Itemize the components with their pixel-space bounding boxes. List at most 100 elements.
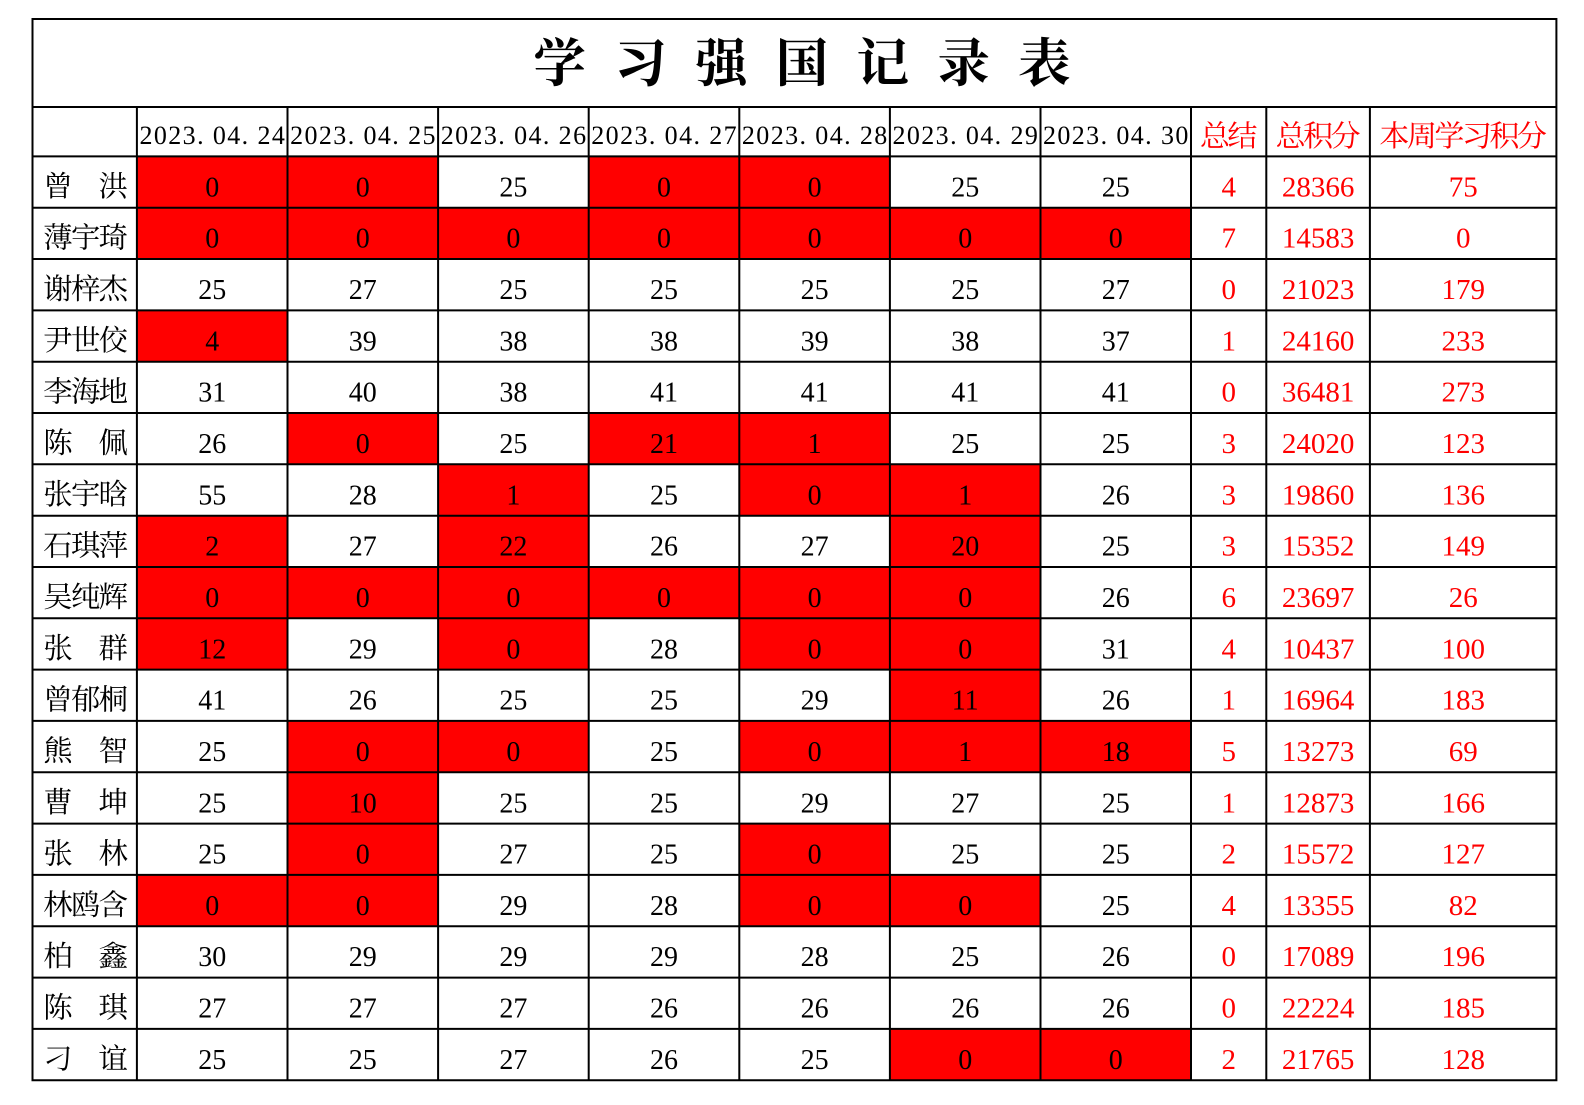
svg-text:28366: 28366: [1282, 171, 1355, 203]
svg-text:26: 26: [1102, 994, 1130, 1025]
svg-text:27: 27: [499, 1045, 527, 1076]
svg-text:38: 38: [499, 326, 527, 357]
svg-text:0: 0: [657, 583, 671, 614]
svg-text:2023. 04. 29: 2023. 04. 29: [892, 121, 1039, 150]
svg-text:38: 38: [499, 378, 527, 409]
svg-text:1: 1: [1221, 685, 1236, 717]
svg-text:26: 26: [1449, 582, 1478, 614]
svg-text:0: 0: [205, 583, 219, 614]
svg-text:27: 27: [499, 994, 527, 1025]
svg-text:28: 28: [650, 634, 678, 665]
svg-text:25: 25: [650, 788, 678, 819]
svg-text:128: 128: [1441, 1044, 1485, 1076]
svg-text:26: 26: [951, 994, 979, 1025]
svg-text:75: 75: [1449, 171, 1478, 203]
svg-text:2023. 04. 26: 2023. 04. 26: [441, 121, 588, 150]
svg-text:38: 38: [650, 326, 678, 357]
svg-text:25: 25: [198, 788, 226, 819]
svg-text:0: 0: [356, 840, 370, 871]
svg-text:0: 0: [506, 737, 520, 768]
svg-text:0: 0: [1221, 377, 1236, 409]
svg-text:37: 37: [1102, 326, 1130, 357]
svg-text:15572: 15572: [1282, 839, 1355, 871]
svg-text:21765: 21765: [1282, 1044, 1355, 1076]
svg-text:25: 25: [1102, 788, 1130, 819]
svg-text:30: 30: [198, 942, 226, 973]
svg-text:0: 0: [1109, 1045, 1123, 1076]
svg-text:185: 185: [1441, 993, 1485, 1025]
svg-text:28: 28: [801, 942, 829, 973]
svg-text:3: 3: [1221, 531, 1236, 563]
svg-text:0: 0: [1221, 274, 1236, 306]
svg-text:0: 0: [356, 891, 370, 922]
svg-text:17089: 17089: [1282, 941, 1355, 973]
svg-text:29: 29: [349, 634, 377, 665]
svg-text:4: 4: [1221, 171, 1236, 203]
svg-text:179: 179: [1441, 274, 1485, 306]
svg-text:0: 0: [205, 224, 219, 255]
svg-text:1: 1: [506, 480, 520, 511]
svg-text:26: 26: [198, 429, 226, 460]
svg-text:0: 0: [958, 583, 972, 614]
svg-text:25: 25: [1102, 532, 1130, 563]
svg-text:1: 1: [808, 429, 822, 460]
svg-text:27: 27: [198, 994, 226, 1025]
svg-text:13273: 13273: [1282, 736, 1355, 768]
svg-text:0: 0: [356, 737, 370, 768]
svg-text:0: 0: [506, 634, 520, 665]
svg-text:29: 29: [650, 942, 678, 973]
svg-text:26: 26: [1102, 480, 1130, 511]
svg-text:14583: 14583: [1282, 223, 1355, 255]
svg-text:25: 25: [650, 686, 678, 717]
svg-text:0: 0: [657, 172, 671, 203]
svg-text:28: 28: [349, 480, 377, 511]
svg-text:27: 27: [499, 840, 527, 871]
svg-text:25: 25: [650, 737, 678, 768]
svg-text:149: 149: [1441, 531, 1485, 563]
svg-text:27: 27: [349, 994, 377, 1025]
svg-text:0: 0: [808, 891, 822, 922]
svg-text:22224: 22224: [1282, 993, 1355, 1025]
svg-text:26: 26: [650, 1045, 678, 1076]
svg-text:25: 25: [951, 429, 979, 460]
svg-text:2023. 04. 27: 2023. 04. 27: [591, 121, 738, 150]
svg-text:36481: 36481: [1282, 377, 1355, 409]
svg-text:2: 2: [1221, 839, 1236, 871]
svg-text:6: 6: [1221, 582, 1236, 614]
svg-text:233: 233: [1441, 325, 1485, 357]
svg-text:40: 40: [349, 378, 377, 409]
svg-text:26: 26: [349, 686, 377, 717]
svg-text:16964: 16964: [1282, 685, 1355, 717]
svg-text:11: 11: [952, 686, 979, 717]
svg-text:0: 0: [1221, 941, 1236, 973]
svg-text:2: 2: [1221, 1044, 1236, 1076]
svg-text:0: 0: [958, 634, 972, 665]
svg-text:25: 25: [951, 172, 979, 203]
svg-text:0: 0: [356, 224, 370, 255]
svg-text:0: 0: [356, 583, 370, 614]
svg-text:41: 41: [198, 686, 226, 717]
svg-text:82: 82: [1449, 890, 1478, 922]
svg-text:0: 0: [205, 891, 219, 922]
svg-text:0: 0: [1221, 993, 1236, 1025]
svg-text:0: 0: [356, 172, 370, 203]
svg-text:0: 0: [958, 224, 972, 255]
svg-text:26: 26: [650, 532, 678, 563]
svg-text:5: 5: [1221, 736, 1236, 768]
svg-text:7: 7: [1221, 223, 1236, 255]
svg-text:25: 25: [1102, 429, 1130, 460]
svg-text:123: 123: [1441, 428, 1485, 460]
svg-text:25: 25: [1102, 891, 1130, 922]
svg-text:25: 25: [951, 275, 979, 306]
svg-text:27: 27: [1102, 275, 1130, 306]
svg-text:27: 27: [349, 275, 377, 306]
svg-text:29: 29: [801, 686, 829, 717]
svg-text:0: 0: [356, 429, 370, 460]
svg-text:4: 4: [1221, 890, 1236, 922]
svg-text:0: 0: [808, 224, 822, 255]
svg-text:26: 26: [1102, 942, 1130, 973]
svg-text:136: 136: [1441, 479, 1485, 511]
svg-text:0: 0: [657, 224, 671, 255]
svg-text:55: 55: [198, 480, 226, 511]
svg-text:25: 25: [650, 840, 678, 871]
